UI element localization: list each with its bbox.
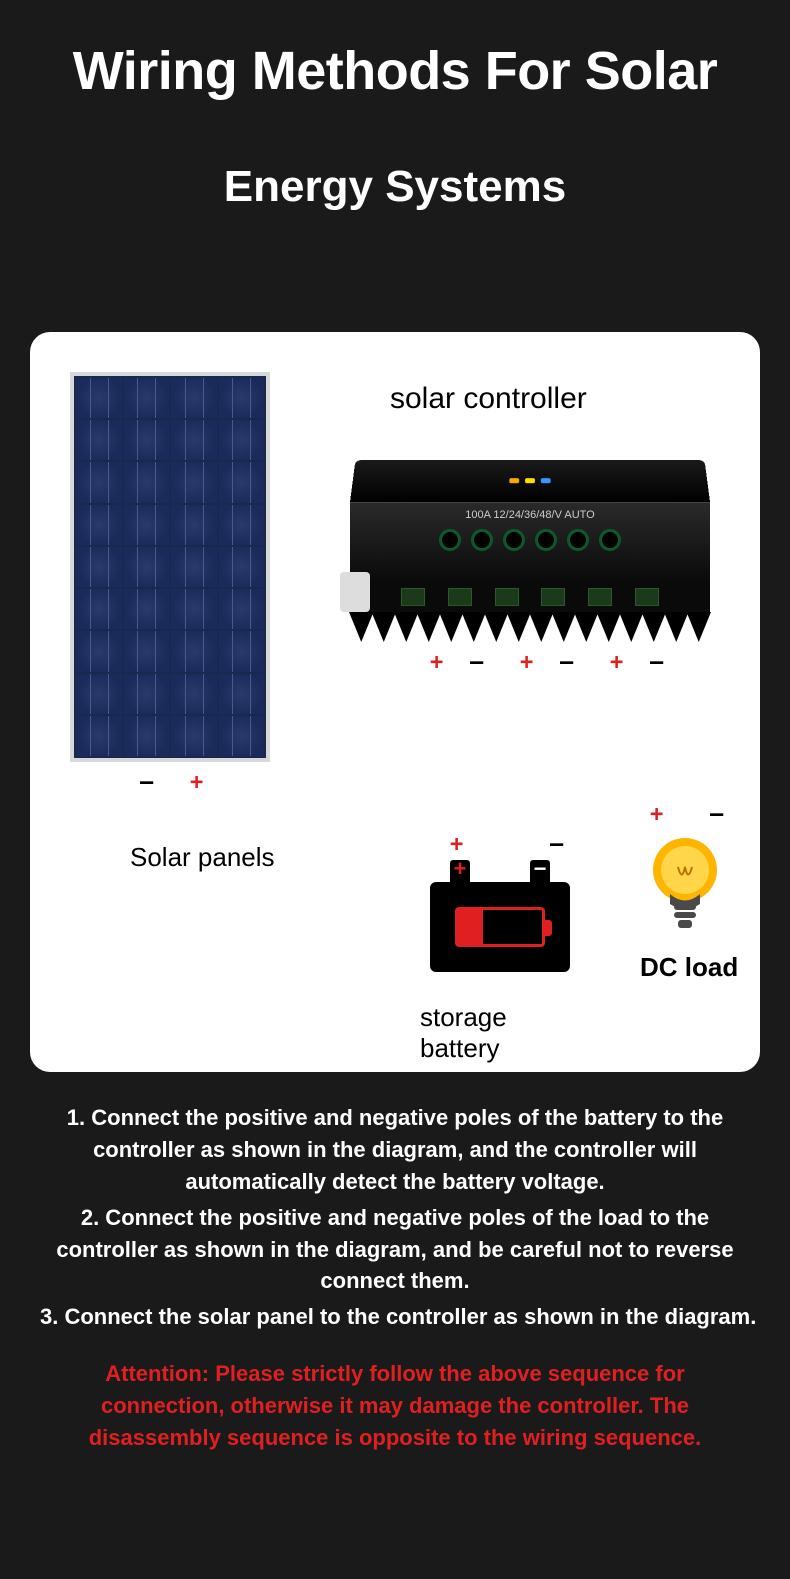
sign-ctrl-load-neg: – (650, 650, 663, 675)
sign-ctrl-bat-neg: – (560, 650, 573, 675)
sign-bulb-pos: + (650, 802, 663, 827)
sign-bulb-neg: – (710, 802, 723, 827)
battery: + − (430, 862, 570, 972)
battery-terminal-pos: + (450, 860, 470, 884)
diagram-card: solar controller Solar panels storage ba… (30, 332, 760, 1072)
instruction-step2: 2. Connect the positive and negative pol… (30, 1202, 760, 1298)
sign-ctrl-bat-pos: + (520, 650, 533, 675)
battery-terminal-neg: − (530, 860, 550, 884)
controller-front: 100A 12/24/36/48/V AUTO (350, 502, 710, 582)
instruction-step3: 3. Connect the solar panel to the contro… (30, 1301, 760, 1333)
sign-panel-neg: – (140, 770, 153, 795)
sign-bat-pos: + (450, 832, 463, 857)
controller-usb (340, 572, 370, 612)
title-line1: Wiring Methods For Solar (20, 40, 770, 102)
label-battery: storage battery (420, 1002, 560, 1112)
controller-heatsink (350, 612, 710, 642)
sign-ctrl-solar-pos: + (430, 650, 443, 675)
solar-panel (70, 372, 270, 762)
controller-ports (350, 529, 710, 551)
sign-bat-neg: – (550, 832, 563, 857)
label-dcload: DC load (640, 952, 738, 983)
sign-panel-pos: + (190, 770, 203, 795)
controller-device: 100A 12/24/36/48/V AUTO (350, 452, 710, 642)
page: Wiring Methods For Solar Energy Systems … (0, 0, 790, 1504)
sign-ctrl-solar-neg: – (470, 650, 483, 675)
label-panels: Solar panels (130, 842, 275, 873)
controller-spec: 100A 12/24/36/48/V AUTO (465, 509, 594, 521)
attention-text: Attention: Please strictly follow the ab… (50, 1358, 740, 1454)
battery-icon (455, 907, 545, 947)
bulb-icon (650, 832, 720, 932)
title-line2: Energy Systems (20, 162, 770, 212)
controller-terminals (350, 582, 710, 612)
instruction-step1: 1. Connect the positive and negative pol… (30, 1102, 760, 1198)
sign-ctrl-load-pos: + (610, 650, 623, 675)
instructions: 1. Connect the positive and negative pol… (30, 1102, 760, 1333)
battery-body (430, 882, 570, 972)
controller-top (350, 460, 710, 502)
